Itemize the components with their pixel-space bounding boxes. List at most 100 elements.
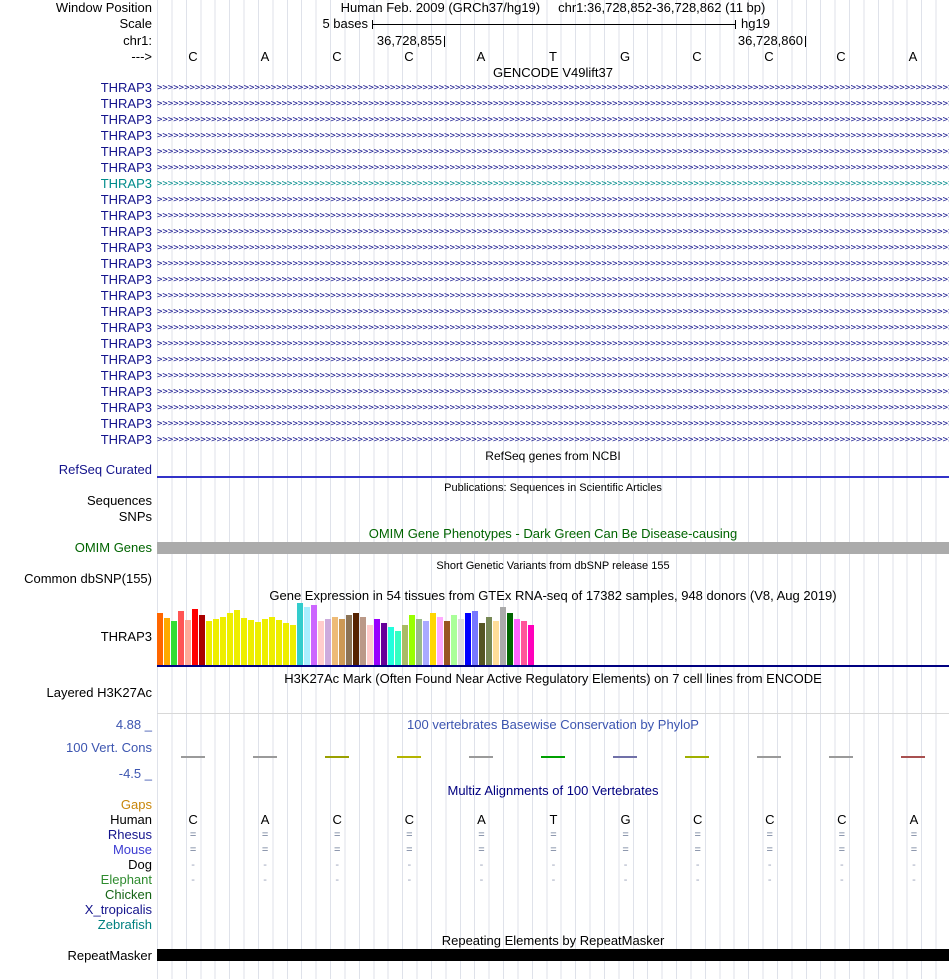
gtex-tissue-expression-bar[interactable]: [395, 631, 401, 665]
gtex-tissue-expression-bar[interactable]: [402, 625, 408, 665]
dbsnp-track-label[interactable]: Common dbSNP(155): [24, 571, 152, 586]
gencode-gene-label[interactable]: THRAP3: [100, 304, 152, 319]
transcript-direction-arrows[interactable]: >>>>>>>>>>>>>>>>>>>>>>>>>>>>>>>>>>>>>>>>…: [157, 195, 949, 205]
transcript-direction-arrows[interactable]: >>>>>>>>>>>>>>>>>>>>>>>>>>>>>>>>>>>>>>>>…: [157, 115, 949, 125]
gtex-tissue-expression-bar[interactable]: [269, 617, 275, 665]
gtex-tissue-expression-bar[interactable]: [283, 623, 289, 665]
transcript-direction-arrows[interactable]: >>>>>>>>>>>>>>>>>>>>>>>>>>>>>>>>>>>>>>>>…: [157, 99, 949, 109]
gtex-tissue-expression-bar[interactable]: [171, 621, 177, 665]
gencode-gene-label[interactable]: THRAP3: [100, 128, 152, 143]
gtex-tissue-expression-bar[interactable]: [388, 627, 394, 665]
gtex-tissue-expression-bar[interactable]: [374, 619, 380, 665]
gencode-gene-label[interactable]: THRAP3: [100, 96, 152, 111]
transcript-direction-arrows[interactable]: >>>>>>>>>>>>>>>>>>>>>>>>>>>>>>>>>>>>>>>>…: [157, 355, 949, 365]
transcript-direction-arrows[interactable]: >>>>>>>>>>>>>>>>>>>>>>>>>>>>>>>>>>>>>>>>…: [157, 371, 949, 381]
h3k27ac-track-label[interactable]: Layered H3K27Ac: [46, 685, 152, 700]
transcript-direction-arrows[interactable]: >>>>>>>>>>>>>>>>>>>>>>>>>>>>>>>>>>>>>>>>…: [157, 275, 949, 285]
gencode-gene-label[interactable]: THRAP3: [100, 400, 152, 415]
gtex-tissue-expression-bar[interactable]: [255, 622, 261, 665]
gtex-tissue-expression-bar[interactable]: [220, 617, 226, 665]
gtex-tissue-expression-bar[interactable]: [479, 623, 485, 665]
species-label-chicken[interactable]: Chicken: [105, 887, 152, 902]
gtex-tissue-expression-bar[interactable]: [507, 613, 513, 665]
species-label-human[interactable]: Human: [110, 812, 152, 827]
refseq-gene-line[interactable]: [157, 476, 949, 478]
gtex-tissue-expression-bar[interactable]: [339, 619, 345, 665]
omim-genes-label[interactable]: OMIM Genes: [74, 540, 152, 555]
gtex-tissue-expression-bar[interactable]: [367, 625, 373, 665]
gtex-tissue-expression-bar[interactable]: [304, 607, 310, 665]
gtex-tissue-expression-bar[interactable]: [262, 619, 268, 665]
repeatmasker-bar[interactable]: [157, 949, 949, 961]
gencode-gene-label[interactable]: THRAP3: [100, 432, 152, 447]
transcript-direction-arrows[interactable]: >>>>>>>>>>>>>>>>>>>>>>>>>>>>>>>>>>>>>>>>…: [157, 403, 949, 413]
gencode-gene-label[interactable]: THRAP3: [100, 272, 152, 287]
gtex-tissue-expression-bar[interactable]: [430, 613, 436, 665]
omim-gene-bar[interactable]: [157, 542, 949, 554]
gtex-tissue-expression-bar[interactable]: [199, 615, 205, 665]
gencode-gene-label[interactable]: THRAP3: [100, 240, 152, 255]
gencode-gene-label[interactable]: THRAP3: [100, 416, 152, 431]
gtex-tissue-expression-bar[interactable]: [416, 619, 422, 665]
gencode-gene-label[interactable]: THRAP3: [100, 384, 152, 399]
transcript-direction-arrows[interactable]: >>>>>>>>>>>>>>>>>>>>>>>>>>>>>>>>>>>>>>>>…: [157, 211, 949, 221]
transcript-direction-arrows[interactable]: >>>>>>>>>>>>>>>>>>>>>>>>>>>>>>>>>>>>>>>>…: [157, 243, 949, 253]
transcript-direction-arrows[interactable]: >>>>>>>>>>>>>>>>>>>>>>>>>>>>>>>>>>>>>>>>…: [157, 227, 949, 237]
transcript-direction-arrows[interactable]: >>>>>>>>>>>>>>>>>>>>>>>>>>>>>>>>>>>>>>>>…: [157, 307, 949, 317]
gtex-tissue-expression-bar[interactable]: [514, 619, 520, 665]
transcript-direction-arrows[interactable]: >>>>>>>>>>>>>>>>>>>>>>>>>>>>>>>>>>>>>>>>…: [157, 259, 949, 269]
gtex-tissue-expression-bar[interactable]: [486, 617, 492, 665]
gtex-tissue-expression-bar[interactable]: [157, 613, 163, 665]
gencode-gene-label[interactable]: THRAP3: [100, 336, 152, 351]
gtex-tissue-expression-bar[interactable]: [297, 603, 303, 665]
gencode-gene-label[interactable]: THRAP3: [100, 192, 152, 207]
species-label-dog[interactable]: Dog: [128, 857, 152, 872]
transcript-direction-arrows[interactable]: >>>>>>>>>>>>>>>>>>>>>>>>>>>>>>>>>>>>>>>>…: [157, 339, 949, 349]
gencode-gene-label[interactable]: THRAP3: [100, 288, 152, 303]
gtex-tissue-expression-bar[interactable]: [381, 623, 387, 665]
gencode-gene-label[interactable]: THRAP3: [100, 352, 152, 367]
transcript-direction-arrows[interactable]: >>>>>>>>>>>>>>>>>>>>>>>>>>>>>>>>>>>>>>>>…: [157, 131, 949, 141]
gtex-tissue-expression-bar[interactable]: [213, 619, 219, 665]
repeatmasker-track-label[interactable]: RepeatMasker: [67, 948, 152, 963]
gtex-tissue-expression-bar[interactable]: [353, 613, 359, 665]
gencode-gene-label[interactable]: THRAP3: [100, 80, 152, 95]
transcript-direction-arrows[interactable]: >>>>>>>>>>>>>>>>>>>>>>>>>>>>>>>>>>>>>>>>…: [157, 387, 949, 397]
gtex-tissue-expression-bar[interactable]: [409, 615, 415, 665]
gtex-tissue-expression-bar[interactable]: [360, 617, 366, 665]
refseq-curated-label[interactable]: RefSeq Curated: [58, 462, 152, 477]
transcript-direction-arrows[interactable]: >>>>>>>>>>>>>>>>>>>>>>>>>>>>>>>>>>>>>>>>…: [157, 179, 949, 189]
transcript-direction-arrows[interactable]: >>>>>>>>>>>>>>>>>>>>>>>>>>>>>>>>>>>>>>>>…: [157, 323, 949, 333]
snps-track-label[interactable]: SNPs: [118, 509, 152, 524]
transcript-direction-arrows[interactable]: >>>>>>>>>>>>>>>>>>>>>>>>>>>>>>>>>>>>>>>>…: [157, 419, 949, 429]
gencode-gene-label[interactable]: THRAP3: [100, 176, 152, 191]
gtex-tissue-expression-bar[interactable]: [325, 619, 331, 665]
gtex-tissue-expression-bar[interactable]: [500, 607, 506, 665]
gtex-tissue-expression-bar[interactable]: [318, 621, 324, 665]
species-label-x_tropicalis[interactable]: X_tropicalis: [84, 902, 152, 917]
gtex-tissue-expression-bar[interactable]: [164, 618, 170, 665]
gencode-gene-label[interactable]: THRAP3: [100, 208, 152, 223]
gtex-tissue-expression-bar[interactable]: [185, 620, 191, 665]
gtex-tissue-expression-bar[interactable]: [311, 605, 317, 665]
transcript-direction-arrows[interactable]: >>>>>>>>>>>>>>>>>>>>>>>>>>>>>>>>>>>>>>>>…: [157, 147, 949, 157]
gtex-tissue-expression-bar[interactable]: [458, 619, 464, 665]
gtex-tissue-expression-bar[interactable]: [227, 613, 233, 665]
gtex-tissue-expression-bar[interactable]: [528, 625, 534, 665]
gtex-tissue-expression-bar[interactable]: [234, 610, 240, 665]
gtex-tissue-expression-bar[interactable]: [276, 620, 282, 665]
gtex-tissue-expression-bar[interactable]: [521, 621, 527, 665]
species-label-elephant[interactable]: Elephant: [100, 872, 152, 887]
gencode-gene-label[interactable]: THRAP3: [100, 320, 152, 335]
species-label-rhesus[interactable]: Rhesus: [107, 827, 152, 842]
gtex-tissue-expression-bar[interactable]: [332, 617, 338, 665]
gtex-tissue-expression-bar[interactable]: [437, 617, 443, 665]
gtex-tissue-expression-bar[interactable]: [178, 611, 184, 665]
gencode-gene-label[interactable]: THRAP3: [100, 368, 152, 383]
transcript-direction-arrows[interactable]: >>>>>>>>>>>>>>>>>>>>>>>>>>>>>>>>>>>>>>>>…: [157, 435, 949, 445]
gtex-tissue-expression-bar[interactable]: [192, 609, 198, 665]
gtex-tissue-expression-bar[interactable]: [444, 621, 450, 665]
gtex-tissue-expression-bar[interactable]: [423, 621, 429, 665]
gtex-tissue-expression-bar[interactable]: [248, 620, 254, 665]
gencode-gene-label[interactable]: THRAP3: [100, 112, 152, 127]
